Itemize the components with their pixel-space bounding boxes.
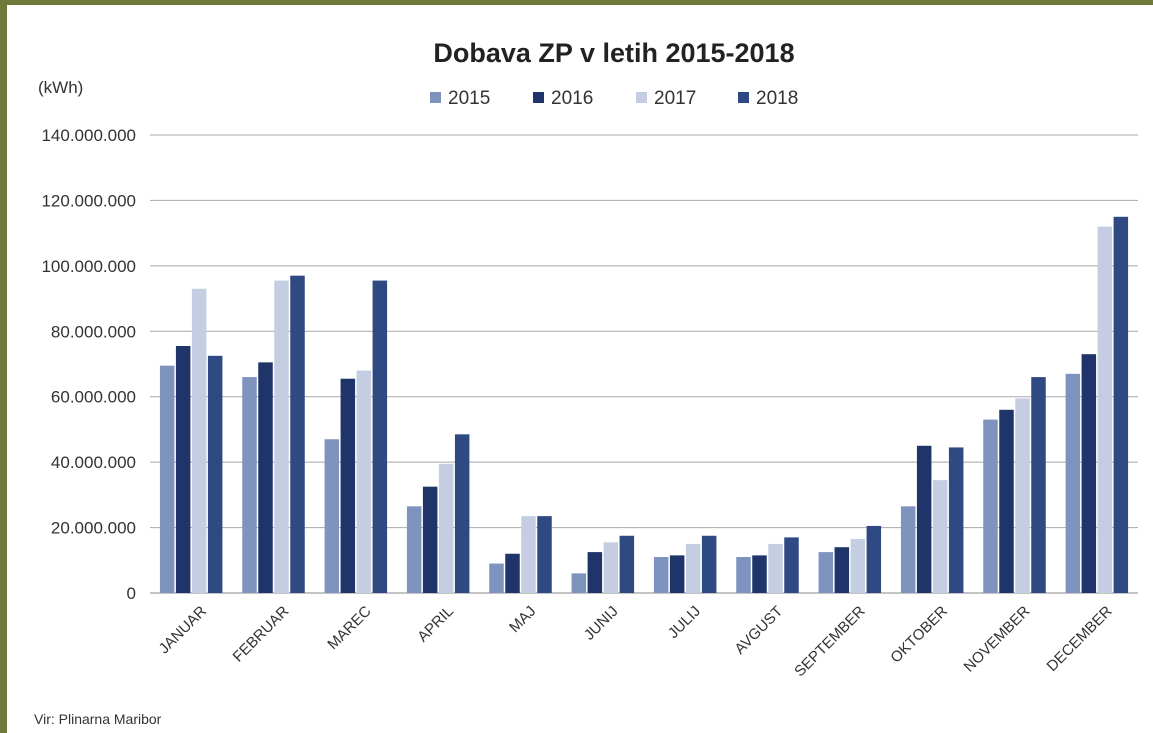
bar-2016-avgust: [752, 555, 767, 593]
bar-2017-april: [438, 463, 454, 593]
bar-2018-november: [1031, 377, 1046, 593]
bar-2016-oktober: [916, 445, 932, 593]
legend: 2015 2016 2017 2018: [430, 88, 798, 109]
x-tick-label: JULIJ: [665, 603, 704, 642]
bar-2016-februar: [258, 362, 273, 593]
bar-2015-september: [818, 552, 834, 593]
bar-2015-december: [1065, 373, 1081, 593]
bar-2016-junij: [587, 552, 603, 593]
x-tick-label: AVGUST: [731, 603, 786, 658]
legend-label: 2015: [448, 88, 490, 109]
bar-2018-februar: [290, 275, 305, 593]
bar-2018-julij: [701, 535, 717, 593]
bar-2016-marec: [340, 378, 356, 593]
y-tick-label: 0: [127, 584, 136, 603]
x-tick-label: MAREC: [324, 603, 374, 653]
bar-2017-december: [1097, 226, 1113, 593]
x-tick-label: MAJ: [506, 603, 539, 636]
bar-2016-december: [1081, 354, 1097, 593]
y-tick-label: 20.000.000: [51, 519, 136, 538]
bar-2018-december: [1113, 216, 1129, 594]
x-axis-tick-labels: JANUAR FEBRUAR MAREC APRIL MAJ JUNIJ JULIJ AVGU…: [156, 603, 1116, 681]
bar-2017-februar: [274, 280, 289, 593]
bar-2016-maj: [505, 553, 520, 593]
bar-2018-januar: [207, 355, 223, 593]
bar-2016-november: [999, 409, 1014, 593]
x-tick-label: OKTOBER: [887, 603, 951, 667]
bar-2016-april: [422, 486, 438, 593]
bar-2017-junij: [603, 542, 619, 593]
x-tick-label: SEPTEMBER: [791, 603, 869, 681]
bar-2017-november: [1015, 398, 1030, 593]
bar-2015-februar: [242, 377, 257, 593]
y-tick-label: 80.000.000: [51, 322, 136, 341]
bar-2016-september: [834, 547, 850, 593]
source-note: Vir: Plinarna Maribor: [34, 711, 162, 727]
bar-2018-avgust: [784, 537, 799, 593]
legend-label: 2017: [654, 88, 696, 109]
legend-label: 2016: [551, 88, 593, 109]
bar-2017-marec: [356, 370, 372, 593]
bar-2018-april: [454, 434, 470, 593]
bar-2017-maj: [521, 516, 536, 593]
bar-2015-april: [406, 506, 422, 593]
bar-2015-januar: [159, 365, 175, 593]
chart-title: Dobava ZP v letih 2015-2018: [433, 38, 794, 68]
x-tick-label: FEBRUAR: [230, 603, 293, 666]
bar-2016-julij: [669, 555, 685, 593]
bar-2015-oktober: [900, 506, 916, 593]
y-tick-label: 140.000.000: [41, 126, 136, 145]
bar-2018-junij: [619, 535, 635, 593]
bar-2017-januar: [191, 288, 207, 593]
bar-2017-julij: [685, 543, 701, 593]
bar-2015-marec: [324, 439, 340, 593]
legend-swatch: [738, 92, 749, 103]
y-axis-tick-labels: 0 20.000.000 40.000.000 60.000.000 80.000.00…: [41, 126, 136, 603]
bar-2017-september: [850, 539, 866, 593]
y-tick-label: 100.000.000: [41, 257, 136, 276]
bar-2015-junij: [571, 573, 587, 593]
y-tick-label: 40.000.000: [51, 453, 136, 472]
bar-2015-julij: [653, 557, 669, 593]
gridlines: [150, 134, 1138, 594]
bar-2017-oktober: [932, 480, 948, 593]
bar-2018-marec: [372, 280, 388, 593]
x-tick-label: DECEMBER: [1044, 603, 1116, 675]
bar-2015-maj: [489, 563, 504, 593]
legend-swatch: [533, 92, 544, 103]
bar-2015-november: [983, 419, 998, 593]
y-tick-label: 120.000.000: [41, 191, 136, 210]
bar-2016-januar: [175, 346, 191, 593]
bar-2015-avgust: [736, 557, 751, 593]
bars: [159, 216, 1129, 594]
legend-swatch: [430, 92, 441, 103]
x-tick-label: NOVEMBER: [961, 603, 1034, 676]
x-tick-label: JUNIJ: [581, 603, 622, 644]
bar-2018-oktober: [948, 447, 964, 593]
bar-2017-avgust: [768, 543, 783, 593]
bar-2018-maj: [537, 516, 552, 593]
legend-swatch: [636, 92, 647, 103]
legend-label: 2018: [756, 88, 798, 109]
y-axis-unit-label: (kWh): [38, 78, 83, 97]
x-tick-label: JANUAR: [156, 603, 211, 658]
y-tick-label: 60.000.000: [51, 388, 136, 407]
x-tick-label: APRIL: [414, 603, 457, 646]
bar-2018-september: [866, 525, 882, 593]
